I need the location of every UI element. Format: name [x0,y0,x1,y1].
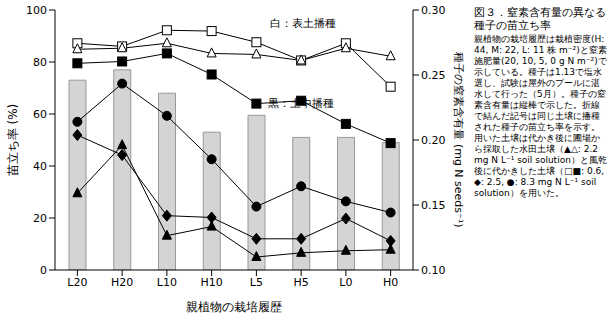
svg-text:20: 20 [33,212,47,225]
svg-text:H0: H0 [383,276,398,289]
svg-text:40: 40 [33,160,47,173]
svg-text:L20: L20 [67,276,87,289]
html-text:白：表土播種: 白：表土播種 [270,17,336,30]
svg-text:0.25: 0.25 [421,69,446,82]
svg-text:親植物の栽培履歴: 親植物の栽培履歴 [186,300,282,314]
svg-text:0.10: 0.10 [421,264,446,277]
svg-text:L5: L5 [250,276,263,289]
svg-text:0: 0 [40,264,47,277]
svg-text:80: 80 [33,56,47,69]
svg-text:種子の窒素含有量 (mg N seeds⁻¹): 種子の窒素含有量 (mg N seeds⁻¹) [452,52,465,227]
svg-text:0.15: 0.15 [421,199,446,212]
svg-text:0.20: 0.20 [421,134,446,147]
svg-text:L10: L10 [157,276,177,289]
svg-text:100: 100 [26,4,47,17]
svg-text:60: 60 [33,108,47,121]
svg-text:苗立ち率 (%): 苗立ち率 (%) [8,104,20,177]
html-text:親植物の栽培履歴は栽植密度(H: 44, M: 22, L:: 親植物の栽培履歴は栽植密度(H: 44, M: 22, L: 11 株 m⁻²)… [474,34,607,198]
svg-text:H10: H10 [200,276,222,289]
html-text:図３．窒素含有量の異なる種子の苗立ち率: 図３．窒素含有量の異なる種子の苗立ち率 [474,6,606,32]
svg-text:H20: H20 [111,276,133,289]
svg-text:H5: H5 [293,276,308,289]
html-text:黒：土中播種: 黒：土中播種 [268,97,334,110]
svg-text:L0: L0 [339,276,352,289]
svg-text:0.30: 0.30 [421,4,446,17]
